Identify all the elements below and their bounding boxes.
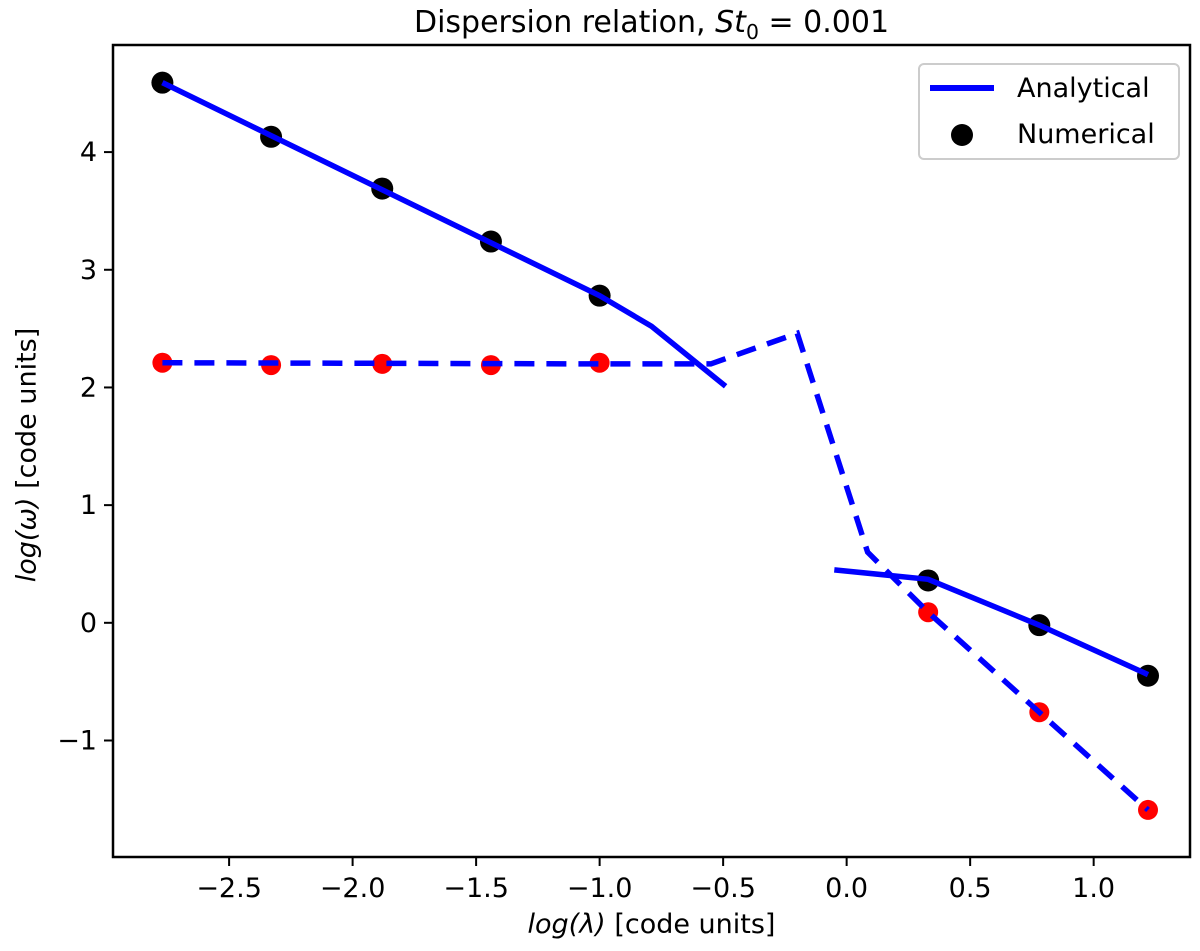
legend-label-analytical: Analytical bbox=[1017, 72, 1150, 104]
legend-label-numerical: Numerical bbox=[1017, 119, 1155, 151]
y-axis-label-units: [code units] bbox=[11, 327, 43, 498]
title-value: = 0.001 bbox=[758, 5, 890, 40]
legend-dot-sample-container bbox=[920, 123, 1004, 146]
x-axis-label-math: log(λ) bbox=[527, 909, 606, 940]
plot-border bbox=[111, 43, 1192, 859]
x-tick-label: 0.5 bbox=[949, 873, 992, 904]
legend: Analytical Numerical bbox=[918, 63, 1180, 160]
y-axis-label-math: log(ω) bbox=[11, 497, 43, 583]
y-tick-label: −1 bbox=[57, 725, 97, 756]
y-tick-label: 0 bbox=[80, 608, 97, 639]
x-tick-label: 0.0 bbox=[825, 873, 868, 904]
analytical-solid-left-branch bbox=[161, 80, 728, 389]
y-tick-label: 1 bbox=[80, 490, 97, 521]
title-subscript: 0 bbox=[745, 20, 759, 44]
y-tick-label: 4 bbox=[80, 137, 97, 168]
legend-entry-numerical: Numerical bbox=[920, 112, 1178, 158]
analytical-solid-right-branch bbox=[834, 567, 1150, 678]
x-tick-label: −2.0 bbox=[320, 873, 386, 904]
x-tick-label: −1.5 bbox=[443, 873, 509, 904]
analytical-dashed-branch bbox=[162, 329, 1150, 812]
y-tick-label: 3 bbox=[80, 255, 97, 286]
numerical-mode1-black-dots-point bbox=[1137, 664, 1160, 687]
title-variable: St bbox=[715, 5, 746, 40]
numerical-mode2-red-dots-point bbox=[589, 352, 610, 373]
numerical-mode2-red-dots-point bbox=[372, 353, 393, 374]
x-tick-label: −0.5 bbox=[690, 873, 756, 904]
y-tick-label: 2 bbox=[80, 372, 97, 403]
y-axis-label: log(ω) [code units] bbox=[12, 328, 43, 583]
title-text: Dispersion relation, bbox=[413, 5, 716, 40]
x-axis-label: log(λ) [code units] bbox=[113, 908, 1190, 942]
analytical-line-icon bbox=[930, 85, 994, 92]
legend-line-sample-container bbox=[920, 85, 1004, 92]
x-tick-label: 1.0 bbox=[1072, 873, 1115, 904]
plot-title: Dispersion relation, St0 = 0.001 bbox=[113, 2, 1190, 53]
numerical-dot-icon bbox=[951, 123, 973, 146]
x-tick-label: −1.0 bbox=[567, 873, 633, 904]
x-tick-label: −2.5 bbox=[196, 873, 262, 904]
x-axis-label-units: [code units] bbox=[605, 909, 776, 940]
legend-entry-analytical: Analytical bbox=[920, 65, 1178, 111]
